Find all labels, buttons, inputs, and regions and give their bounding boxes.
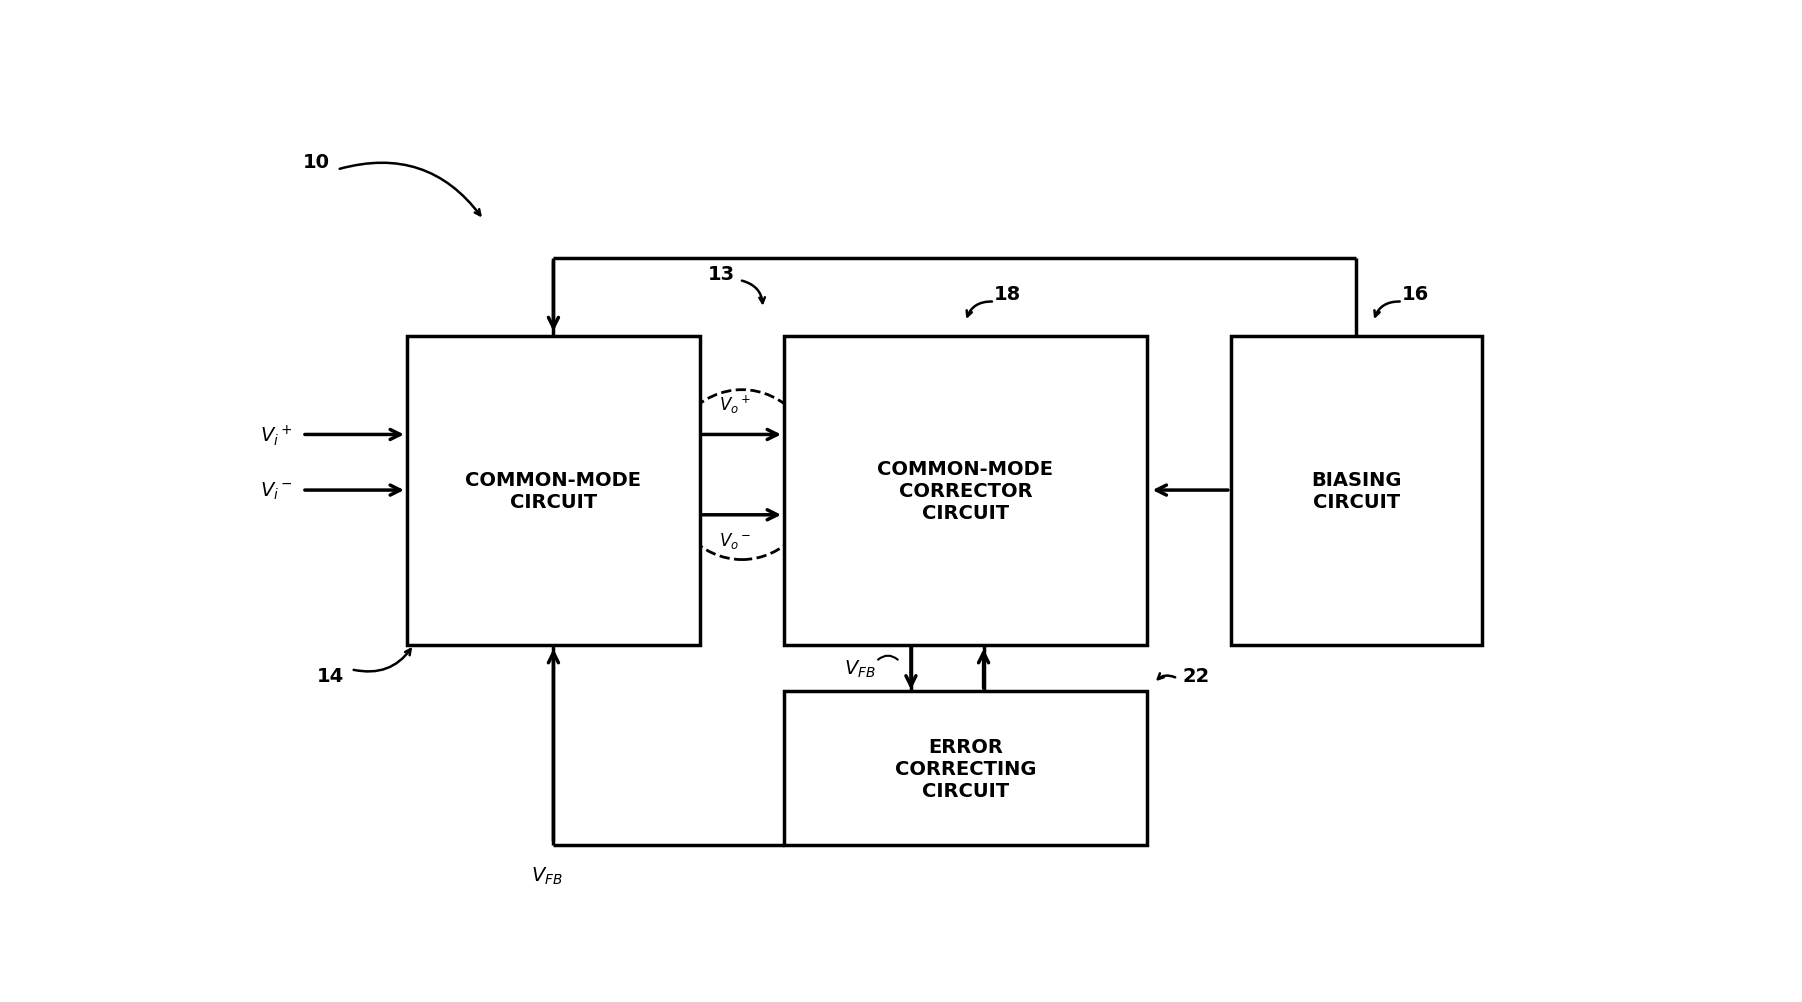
Text: 16: 16 [1402, 285, 1429, 304]
Bar [407, 337, 699, 645]
Bar [784, 691, 1146, 846]
Text: 22: 22 [1182, 666, 1209, 685]
Text: 10: 10 [303, 153, 330, 172]
Text: $V_i$$^-$: $V_i$$^-$ [259, 480, 292, 501]
Text: $V_{FB}$: $V_{FB}$ [530, 865, 562, 886]
Text: ERROR
CORRECTING
CIRCUIT: ERROR CORRECTING CIRCUIT [894, 736, 1036, 800]
Text: 13: 13 [708, 266, 735, 284]
Bar [784, 337, 1146, 645]
Text: $V_o$$^-$: $V_o$$^-$ [719, 530, 751, 550]
Text: BIASING
CIRCUIT: BIASING CIRCUIT [1312, 470, 1402, 511]
Text: 14: 14 [317, 666, 344, 685]
Text: COMMON-MODE
CORRECTOR
CIRCUIT: COMMON-MODE CORRECTOR CIRCUIT [878, 459, 1054, 522]
Text: COMMON-MODE
CIRCUIT: COMMON-MODE CIRCUIT [465, 470, 642, 511]
Text: 18: 18 [993, 285, 1022, 304]
Text: $V_o$$^+$: $V_o$$^+$ [719, 394, 751, 416]
Text: $V_{FB}$: $V_{FB}$ [845, 658, 876, 679]
Bar [1231, 337, 1481, 645]
Text: $V_i$$^+$: $V_i$$^+$ [259, 423, 292, 447]
